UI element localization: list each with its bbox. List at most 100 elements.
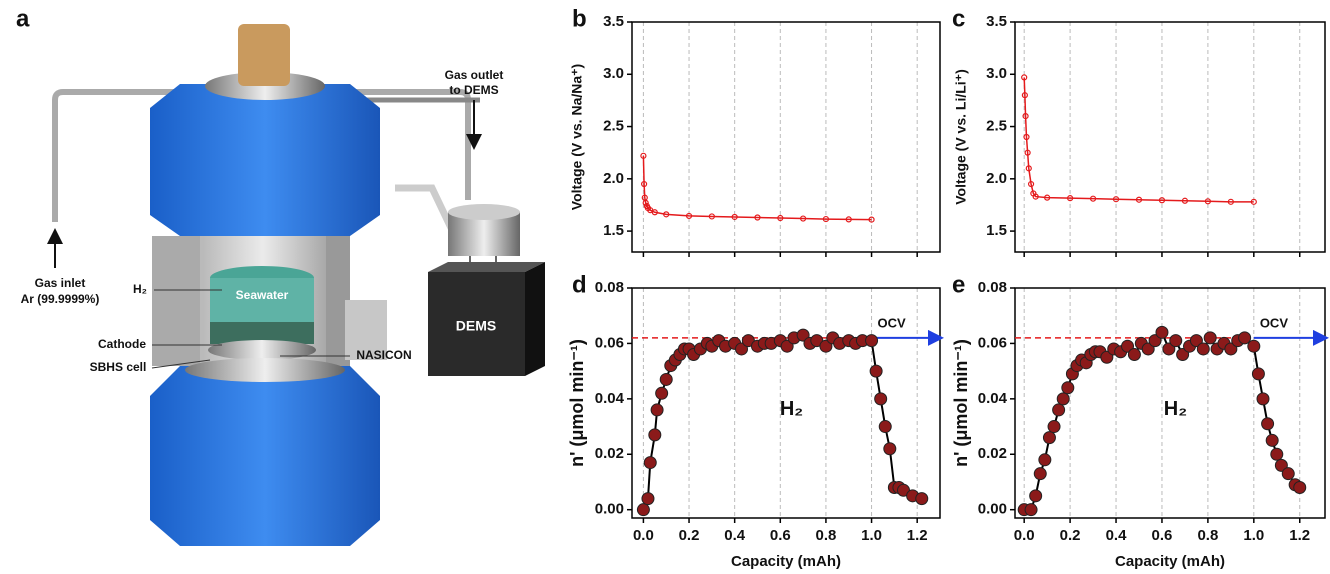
x-tick-label: 0.8 — [1197, 527, 1218, 544]
data-point — [659, 372, 673, 386]
data-point — [641, 492, 655, 506]
data-point — [650, 403, 664, 417]
data-point — [1189, 334, 1203, 348]
data-point — [1032, 193, 1039, 200]
y-tick-label: 0.02 — [978, 445, 1007, 462]
data-line — [1023, 77, 1254, 203]
data-point — [1024, 503, 1038, 517]
data-point — [1038, 453, 1052, 467]
data-point — [640, 180, 648, 188]
data-point — [1056, 392, 1070, 406]
diagram-label: Cathode — [98, 337, 146, 351]
data-point — [800, 215, 807, 222]
y-axis-label: Voltage (V vs. Na/Na⁺) — [569, 64, 585, 210]
data-point — [1112, 196, 1120, 203]
data-point — [1047, 420, 1061, 434]
y-tick-label: 3.5 — [603, 13, 624, 30]
x-tick-label: 0.6 — [770, 527, 791, 544]
y-axis-label: n' (μmol min⁻¹) — [567, 339, 587, 467]
x-tick-label: 0.4 — [1106, 527, 1128, 544]
data-point — [1250, 198, 1257, 205]
x-tick-label: 1.2 — [1289, 527, 1310, 544]
y-tick-label: 3.0 — [603, 65, 624, 82]
diagram-label: DEMS — [456, 318, 496, 334]
y-tick-label: 0.08 — [595, 279, 624, 296]
annotation: H₂ — [1164, 398, 1187, 420]
data-point — [845, 216, 852, 223]
data-point — [1024, 149, 1031, 156]
plot-frame — [631, 21, 941, 253]
data-point — [1061, 381, 1075, 395]
data-point — [874, 392, 888, 406]
y-axis-label: Voltage (V vs. Li/Li⁺) — [953, 69, 969, 204]
x-tick-label: 0.0 — [633, 527, 654, 544]
y-tick-label: 0.04 — [978, 390, 1008, 407]
x-tick-label: 0.4 — [724, 527, 746, 544]
data-point — [1158, 197, 1166, 204]
data-point — [643, 456, 657, 470]
data-point — [865, 334, 879, 348]
data-point — [780, 339, 794, 353]
x-tick-label: 0.6 — [1152, 527, 1173, 544]
data-point — [1044, 194, 1051, 201]
diagram-label: SBHS cell — [90, 360, 147, 374]
panel-label: a — [16, 5, 30, 32]
data-point — [754, 214, 761, 221]
x-tick-label: 1.0 — [1243, 527, 1264, 544]
data-point — [1169, 334, 1183, 348]
data-point — [1089, 195, 1097, 202]
data-point — [1196, 342, 1210, 356]
y-tick-label: 2.0 — [986, 170, 1007, 187]
x-tick-label: 1.0 — [861, 527, 882, 544]
data-point — [1155, 325, 1169, 339]
x-tick-label: 0.2 — [679, 527, 700, 544]
data-point — [1256, 392, 1270, 406]
data-point — [1067, 195, 1074, 202]
data-point — [1022, 112, 1029, 120]
data-point — [777, 214, 784, 222]
y-tick-label: 3.5 — [986, 13, 1007, 30]
panel-label: c — [952, 5, 965, 32]
diagram-label: Ar (99.9999%) — [21, 292, 100, 306]
data-point — [1293, 481, 1307, 495]
data-point — [731, 213, 738, 221]
y-tick-label: 0.08 — [978, 279, 1007, 296]
data-point — [868, 216, 875, 223]
data-point — [1227, 198, 1234, 205]
data-point — [648, 428, 662, 442]
cell-diagram: a Gas outlet to DEMS Gas inlet Ar (99.9 — [16, 5, 545, 546]
annotation: H₂ — [780, 398, 803, 420]
data-point — [1021, 92, 1028, 99]
data-point — [1021, 74, 1028, 81]
y-tick-label: 3.0 — [986, 65, 1007, 82]
data-point — [735, 342, 749, 356]
data-point — [1127, 348, 1141, 362]
data-point — [640, 152, 647, 159]
data-point — [1141, 342, 1155, 356]
data-point — [869, 364, 883, 378]
data-point — [1121, 339, 1135, 353]
data-point — [1162, 342, 1176, 356]
diagram-label: Seawater — [236, 288, 289, 302]
x-axis-label: Capacity (mAh) — [731, 553, 841, 570]
y-tick-label: 0.06 — [978, 334, 1007, 351]
x-axis-label: Capacity (mAh) — [1115, 553, 1225, 570]
panel-label: d — [572, 271, 587, 298]
data-point — [1027, 180, 1035, 188]
x-tick-label: 1.2 — [907, 527, 928, 544]
data-point — [1238, 331, 1252, 345]
data-point — [1224, 342, 1238, 356]
data-point — [663, 211, 670, 218]
y-axis-label: n' (μmol min⁻¹) — [951, 339, 971, 467]
panel-label: b — [572, 5, 587, 32]
panel-label: e — [952, 271, 965, 298]
y-tick-label: 2.5 — [603, 118, 624, 135]
diagram-label: to DEMS — [449, 83, 498, 97]
data-point — [1203, 331, 1217, 345]
y-tick-label: 1.5 — [603, 222, 624, 239]
data-point — [1274, 458, 1288, 472]
plot-frame — [631, 287, 941, 519]
data-point — [1181, 197, 1189, 204]
plot-frame — [1014, 287, 1326, 519]
